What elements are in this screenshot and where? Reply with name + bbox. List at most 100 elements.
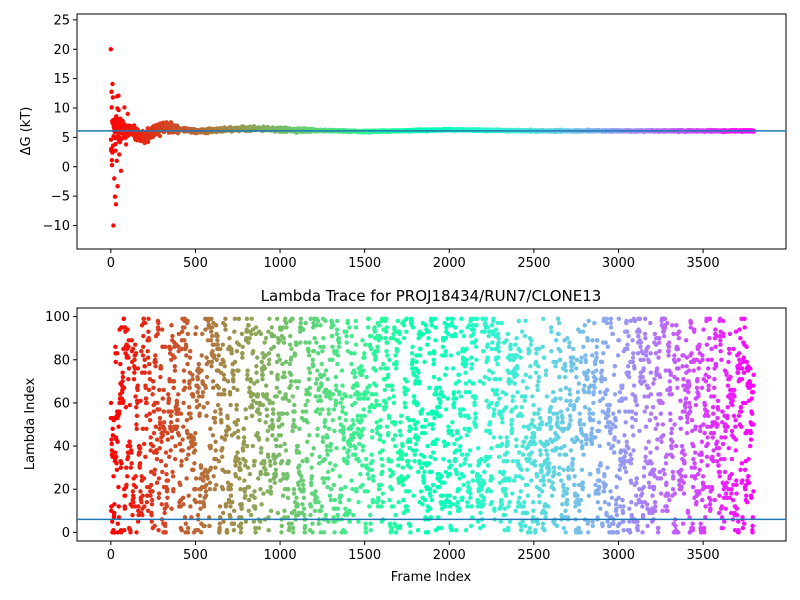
lambda-point	[137, 461, 143, 466]
lambda-point	[146, 387, 152, 393]
lambda-point	[240, 448, 246, 453]
lambda-point	[207, 487, 213, 492]
lambda-point	[150, 443, 156, 449]
lambda-point	[125, 474, 130, 479]
lambda-point	[298, 340, 303, 345]
lambda-point	[176, 407, 181, 412]
lambda-point	[244, 415, 249, 421]
lambda-point	[247, 471, 253, 477]
lambda-point	[204, 482, 209, 488]
lambda-point	[210, 433, 216, 438]
lambda-point	[194, 325, 199, 330]
lambda-point	[228, 487, 234, 492]
lambda-point	[200, 389, 206, 395]
lambda-point	[271, 344, 277, 350]
lambda-point	[188, 415, 193, 421]
lambda-point	[280, 422, 285, 427]
lambda-point	[108, 400, 114, 406]
lambda-point	[245, 368, 250, 373]
lambda-point	[168, 420, 174, 425]
lambda-point	[185, 525, 191, 531]
lambda-point	[249, 413, 255, 419]
top-x-tick-label: 1500	[348, 256, 381, 271]
lambda-point	[170, 469, 175, 475]
lambda-point	[281, 336, 286, 341]
lambda-point	[239, 506, 244, 511]
lambda-point	[132, 357, 137, 362]
lambda-point	[151, 430, 157, 436]
lambda-point	[254, 364, 259, 369]
lambda-point	[275, 372, 280, 378]
lambda-point	[141, 476, 147, 481]
lambda-point	[134, 530, 139, 535]
lambda-point	[269, 325, 274, 330]
lambda-point	[214, 482, 219, 488]
lambda-point	[262, 366, 268, 371]
delta-g-point	[115, 183, 120, 189]
lambda-point	[169, 409, 174, 414]
lambda-point	[295, 385, 300, 391]
lambda-point	[300, 458, 305, 464]
lambda-point	[185, 331, 191, 337]
lambda-point	[162, 510, 167, 516]
lambda-point	[283, 392, 288, 397]
lambda-point	[291, 417, 296, 423]
lambda-point	[255, 430, 260, 436]
lambda-point	[219, 420, 224, 425]
lambda-point	[246, 340, 251, 345]
lambda-point	[144, 426, 149, 432]
lambda-point	[185, 530, 191, 535]
lambda-point	[204, 413, 209, 419]
lambda-point	[184, 456, 189, 462]
lambda-point	[109, 441, 114, 447]
lambda-point	[193, 487, 198, 492]
lambda-point	[260, 402, 266, 408]
lambda-point	[228, 402, 233, 408]
lambda-point	[227, 336, 232, 341]
lambda-point	[216, 385, 221, 391]
lambda-point	[145, 348, 150, 354]
lambda-point	[178, 411, 184, 416]
lambda-point	[186, 405, 192, 410]
lambda-point	[209, 359, 215, 365]
lambda-point	[252, 506, 258, 511]
lambda-point	[156, 327, 161, 332]
lambda-point	[208, 338, 214, 343]
lambda-point	[268, 508, 274, 513]
lambda-point	[284, 325, 289, 330]
lambda-point	[231, 372, 236, 378]
lambda-point	[165, 478, 171, 483]
lambda-point	[246, 508, 251, 513]
lambda-point	[221, 372, 227, 378]
lambda-point	[113, 344, 118, 350]
lambda-point	[159, 502, 164, 507]
lambda-point	[185, 361, 190, 367]
lambda-point	[291, 487, 297, 492]
lambda-point	[157, 407, 162, 412]
lambda-point	[237, 461, 243, 466]
lambda-point	[130, 346, 136, 352]
lambda-point	[155, 437, 160, 442]
lambda-point	[126, 355, 131, 360]
lambda-point	[249, 331, 254, 337]
lambda-point	[267, 357, 272, 362]
lambda-point	[159, 439, 164, 444]
lambda-point	[165, 437, 171, 442]
lambda-point	[182, 385, 188, 391]
lambda-point	[217, 521, 223, 526]
lambda-point	[209, 364, 214, 369]
lambda-point	[146, 329, 151, 334]
lambda-point	[140, 344, 146, 350]
lambda-point	[146, 355, 151, 360]
lambda-point	[149, 512, 154, 518]
lambda-point	[212, 415, 218, 421]
lambda-point	[242, 478, 247, 483]
lambda-point	[240, 344, 245, 350]
lambda-point	[224, 433, 229, 438]
lambda-point	[231, 379, 236, 384]
lambda-point	[279, 458, 285, 464]
lambda-point	[197, 493, 203, 498]
lambda-point	[265, 428, 271, 434]
lambda-point	[274, 394, 279, 399]
lambda-point	[157, 415, 163, 421]
